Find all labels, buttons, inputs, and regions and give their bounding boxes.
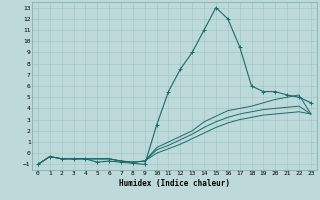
- X-axis label: Humidex (Indice chaleur): Humidex (Indice chaleur): [119, 179, 230, 188]
